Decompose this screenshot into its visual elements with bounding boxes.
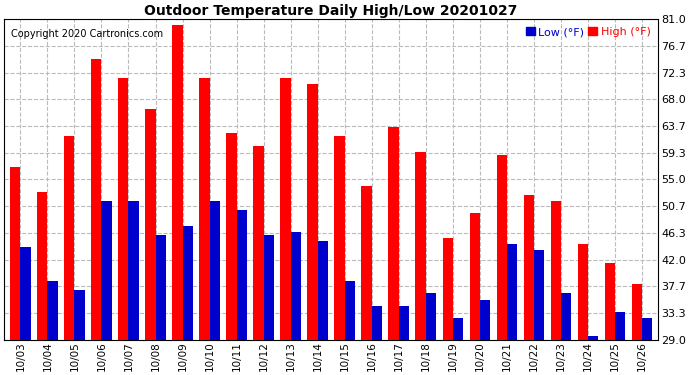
Bar — [399, 306, 409, 340]
Bar — [264, 235, 274, 340]
Bar — [237, 210, 247, 340]
Bar — [426, 293, 436, 340]
Bar — [210, 201, 220, 340]
Bar — [226, 133, 237, 340]
Bar — [75, 290, 85, 340]
Bar — [307, 84, 317, 340]
Bar — [199, 78, 210, 340]
Bar — [372, 306, 382, 340]
Bar — [155, 235, 166, 340]
Bar — [588, 336, 598, 340]
Bar — [480, 300, 490, 340]
Legend: Low (°F), High (°F): Low (°F), High (°F) — [524, 25, 653, 39]
Bar — [253, 146, 264, 340]
Bar — [453, 318, 463, 340]
Bar — [290, 232, 301, 340]
Bar — [442, 238, 453, 340]
Bar — [118, 78, 128, 340]
Bar — [642, 318, 652, 340]
Title: Outdoor Temperature Daily High/Low 20201027: Outdoor Temperature Daily High/Low 20201… — [144, 4, 518, 18]
Bar — [145, 109, 155, 340]
Bar — [415, 152, 426, 340]
Bar — [48, 281, 58, 340]
Text: Copyright 2020 Cartronics.com: Copyright 2020 Cartronics.com — [11, 29, 163, 39]
Bar — [388, 127, 399, 340]
Bar — [615, 312, 625, 340]
Bar — [335, 136, 345, 340]
Bar — [362, 186, 372, 340]
Bar — [497, 155, 507, 340]
Bar — [551, 201, 561, 340]
Bar — [280, 78, 290, 340]
Bar — [101, 201, 112, 340]
Bar — [183, 226, 193, 340]
Bar — [128, 201, 139, 340]
Bar — [469, 213, 480, 340]
Bar — [534, 250, 544, 340]
Bar — [578, 244, 588, 340]
Bar — [91, 59, 101, 340]
Bar — [561, 293, 571, 340]
Bar — [172, 26, 183, 340]
Bar — [10, 167, 21, 340]
Bar — [524, 195, 534, 340]
Bar — [604, 262, 615, 340]
Bar — [37, 192, 48, 340]
Bar — [64, 136, 75, 340]
Bar — [21, 247, 30, 340]
Bar — [507, 244, 517, 340]
Bar — [317, 241, 328, 340]
Bar — [632, 284, 642, 340]
Bar — [345, 281, 355, 340]
